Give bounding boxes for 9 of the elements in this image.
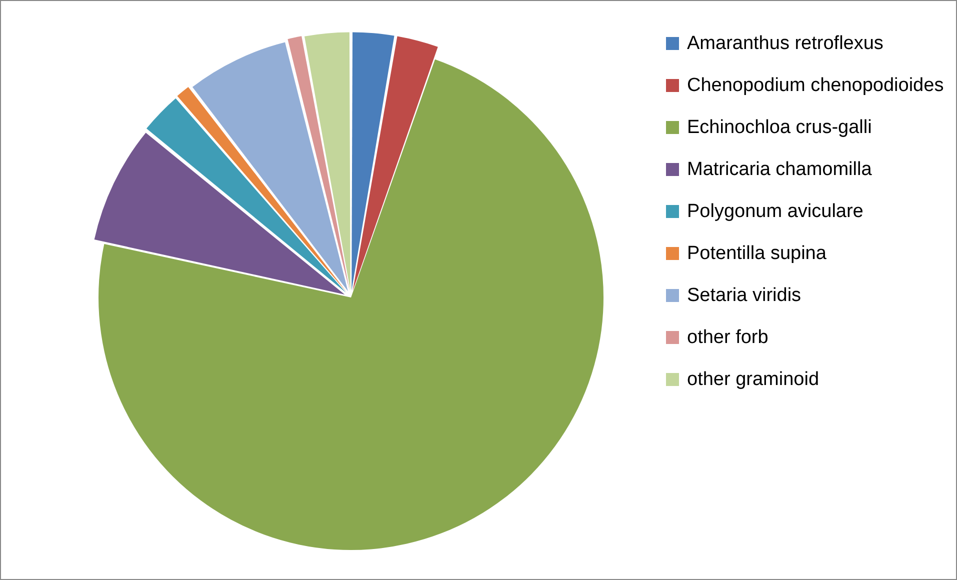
legend-label: Setaria viridis bbox=[687, 284, 802, 308]
legend-label: Chenopodium chenopodioides bbox=[687, 74, 944, 98]
legend-label: Echinochloa crus-galli bbox=[687, 116, 872, 140]
legend-label: Potentilla supina bbox=[687, 242, 826, 266]
legend-label: other graminoid bbox=[687, 368, 820, 392]
legend-label: Amaranthus retroflexus bbox=[687, 32, 884, 56]
legend-label: Polygonum aviculare bbox=[687, 200, 864, 224]
legend-label: other forb bbox=[687, 326, 768, 350]
legend-label: Matricaria chamomilla bbox=[687, 158, 872, 182]
